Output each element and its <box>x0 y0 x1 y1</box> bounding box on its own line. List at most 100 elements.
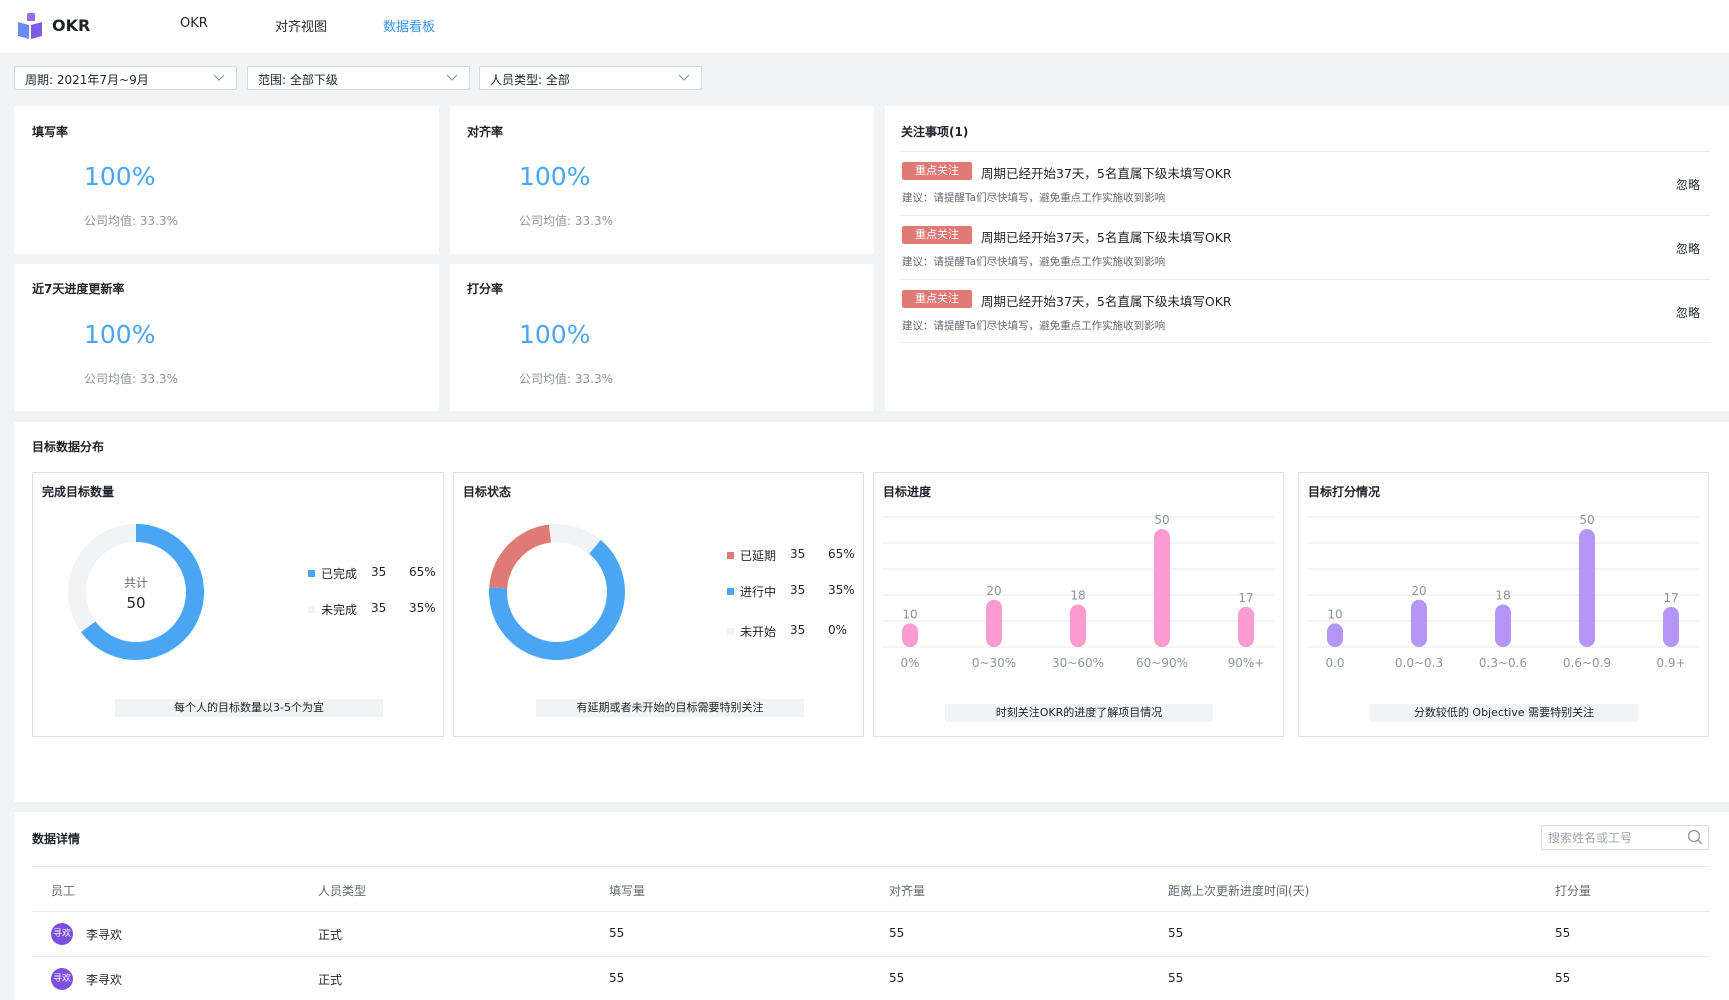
align-count: 55 <box>889 926 905 940</box>
bar-value-label: 18 <box>1070 589 1085 603</box>
attention-suggestion: 建议：请提醒Ta们尽快填写，避免重点工作实施收到影响 <box>902 320 1166 332</box>
table-row[interactable]: 寻欢 李寻欢 正式 55 55 55 55 <box>32 957 1710 1000</box>
bar-value-label: 17 <box>1238 591 1253 605</box>
column-header-employee: 员工 <box>51 884 76 898</box>
attention-item: 重点关注 周期已经开始37天，5名直属下级未填写OKR 建议：请提醒Ta们尽快填… <box>900 279 1710 343</box>
attention-title: 关注事项(1) <box>901 125 969 139</box>
x-tick-label: 0.0~0.3 <box>1395 656 1443 670</box>
align-count: 55 <box>889 971 905 985</box>
staff-type-select-value: 人员类型: 全部 <box>490 73 570 87</box>
tab-okr[interactable]: OKR <box>180 16 208 31</box>
metric-card-score-rate: 打分率 100% 公司均值: 33.3% <box>450 264 874 411</box>
bar-0% <box>902 623 918 647</box>
attention-item: 重点关注 周期已经开始37天，5名直属下级未填写OKR 建议：请提醒Ta们尽快填… <box>900 151 1710 215</box>
legend-swatch <box>727 628 734 635</box>
bar-0.3~0.6 <box>1495 604 1511 647</box>
employee-name: 李寻欢 <box>86 973 123 987</box>
progress-bar-chart: 10 0% 20 0~30% 18 30~60% 50 60~90% 17 90%+ <box>882 513 1274 670</box>
employee-name: 李寻欢 <box>86 928 123 942</box>
goal-score-panel: 目标打分情况 10 0.0 20 0.0~0.3 18 0.3~0.6 50 0.6~0.9 1… <box>1298 472 1709 737</box>
bar-value-label: 50 <box>1154 513 1169 527</box>
bar-30~60% <box>1070 604 1086 647</box>
bar-0~30% <box>986 599 1002 647</box>
metric-title: 填写率 <box>32 125 69 139</box>
chevron-down-icon <box>678 74 690 81</box>
goal-progress-panel: 目标进度 10 0% 20 0~30% 18 30~60% 50 60~90% 17 90%+ 时… <box>873 472 1284 737</box>
bar-60~90% <box>1154 529 1170 647</box>
bar-value-label: 20 <box>1411 584 1426 598</box>
days-since-update: 55 <box>1168 971 1184 985</box>
x-tick-label: 0.6~0.9 <box>1563 656 1611 670</box>
bar-value-label: 17 <box>1663 591 1678 605</box>
bar-0.0 <box>1327 623 1343 647</box>
staff-type: 正式 <box>318 973 343 987</box>
ignore-button[interactable]: 忽略 <box>1675 306 1700 320</box>
tab-dashboard[interactable]: 数据看板 <box>383 20 436 35</box>
ignore-button[interactable]: 忽略 <box>1675 242 1700 256</box>
avatar: 寻欢 <box>51 968 73 990</box>
score-count: 55 <box>1555 971 1571 985</box>
legend-label: 未开始 <box>740 625 777 639</box>
metric-average: 公司均值: 33.3% <box>84 214 178 228</box>
metric-value: 100% <box>84 162 156 191</box>
brand-name: OKR <box>52 16 91 35</box>
legend-count: 35 <box>371 565 387 579</box>
metric-card-update-rate: 近7天进度更新率 100% 公司均值: 33.3% <box>14 264 439 411</box>
panel-title: 完成目标数量 <box>42 485 115 499</box>
bar-0.6~0.9 <box>1579 529 1595 647</box>
donut-slice-已完成 <box>80 524 204 660</box>
scope-select-value: 范围: 全部下级 <box>258 73 338 87</box>
column-header-score-count: 打分量 <box>1555 884 1592 898</box>
tab-alignment-view[interactable]: 对齐视图 <box>275 20 328 35</box>
x-tick-label: 0.9+ <box>1656 656 1685 670</box>
bar-value-label: 50 <box>1579 513 1594 527</box>
staff-type-select[interactable]: 人员类型: 全部 <box>479 66 702 90</box>
legend-percent: 65% <box>409 565 436 579</box>
table-header: 员工 人员类型 填写量 对齐量 距离上次更新进度时间(天) 打分量 <box>32 866 1710 912</box>
attention-suggestion: 建议：请提醒Ta们尽快填写，避免重点工作实施收到影响 <box>902 192 1166 204</box>
x-tick-label: 60~90% <box>1136 656 1188 670</box>
metric-card-fill-rate: 填写率 100% 公司均值: 33.3% <box>14 106 439 254</box>
panel-title: 目标状态 <box>463 485 512 499</box>
legend-percent: 65% <box>828 547 855 561</box>
bar-0.0~0.3 <box>1411 599 1427 647</box>
x-tick-label: 0% <box>900 656 919 670</box>
metric-value: 100% <box>519 162 591 191</box>
score-count: 55 <box>1555 926 1571 940</box>
ignore-button[interactable]: 忽略 <box>1675 178 1700 192</box>
donut-slice-已延期 <box>489 524 552 589</box>
legend-count: 35 <box>790 583 806 597</box>
legend-percent: 35% <box>409 601 436 615</box>
x-tick-label: 0.0 <box>1325 656 1344 670</box>
donut-slice-未完成 <box>68 524 136 632</box>
panel-title: 目标打分情况 <box>1308 485 1381 499</box>
search-input[interactable] <box>1541 825 1709 850</box>
metric-value: 100% <box>519 320 591 349</box>
avatar: 寻欢 <box>51 923 73 945</box>
status-donut-chart <box>489 524 625 660</box>
attention-text: 周期已经开始37天，5名直属下级未填写OKR <box>981 166 1232 181</box>
search-icon[interactable] <box>1687 829 1704 846</box>
table-row[interactable]: 寻欢 李寻欢 正式 55 55 55 55 <box>32 912 1710 957</box>
metric-card-align-rate: 对齐率 100% 公司均值: 33.3% <box>450 106 874 254</box>
x-tick-label: 0.3~0.6 <box>1479 656 1527 670</box>
priority-tag: 重点关注 <box>902 162 972 180</box>
legend-percent: 35% <box>828 583 855 597</box>
column-header-align-count: 对齐量 <box>889 884 926 898</box>
donut-slice-未开始 <box>548 524 601 554</box>
x-tick-label: 90%+ <box>1228 656 1265 670</box>
score-bar-chart: 10 0.0 20 0.0~0.3 18 0.3~0.6 50 0.6~0.9 17 0.9+ <box>1307 513 1699 670</box>
column-header-staff-type: 人员类型 <box>318 884 367 898</box>
column-header-days-since-update: 距离上次更新进度时间(天) <box>1168 884 1310 898</box>
bar-value-label: 18 <box>1495 589 1510 603</box>
period-select[interactable]: 周期: 2021年7月~9月 <box>14 66 237 90</box>
legend-label: 已延期 <box>740 549 777 563</box>
fill-count: 55 <box>609 926 625 940</box>
attention-text: 周期已经开始37天，5名直属下级未填写OKR <box>981 294 1232 309</box>
legend-percent: 0% <box>828 623 848 637</box>
staff-type: 正式 <box>318 928 343 942</box>
legend-count: 35 <box>790 623 806 637</box>
fill-count: 55 <box>609 971 625 985</box>
priority-tag: 重点关注 <box>902 226 972 244</box>
scope-select[interactable]: 范围: 全部下级 <box>247 66 470 90</box>
